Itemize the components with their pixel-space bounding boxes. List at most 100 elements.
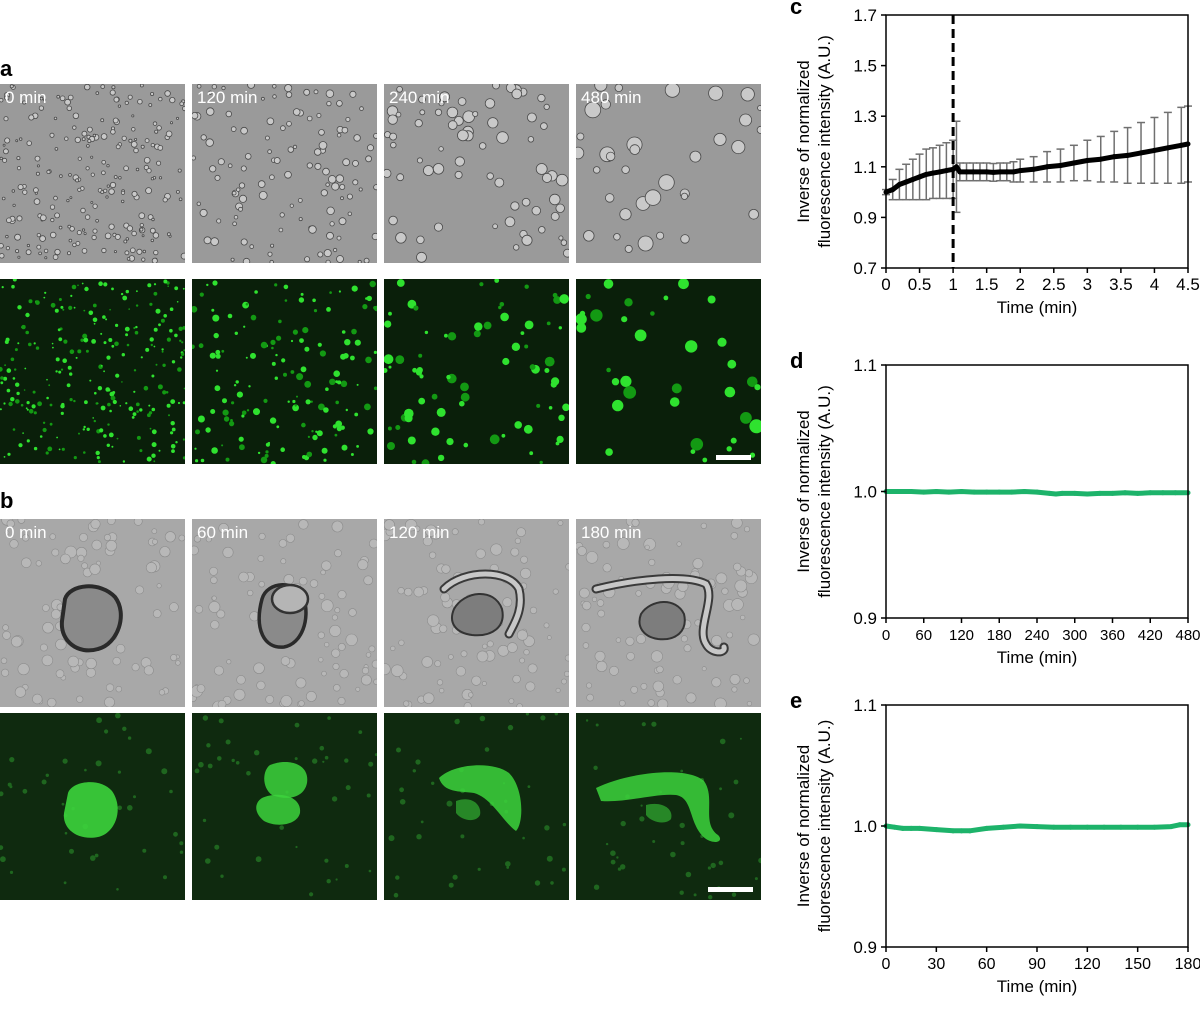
- cell: [115, 685, 123, 693]
- cell: [19, 137, 23, 141]
- fluorescent-spot: [103, 282, 108, 287]
- fluorescent-spot: [620, 864, 626, 870]
- data-point: [1057, 163, 1063, 169]
- fluorescent-spot: [544, 368, 550, 373]
- cell: [324, 641, 330, 648]
- fluorescent-spot: [255, 856, 262, 863]
- cell: [131, 127, 136, 132]
- fluorescent-spot: [221, 444, 224, 447]
- fluorescent-spot: [46, 396, 49, 400]
- cell: [332, 663, 340, 671]
- cell-fluorescence: [596, 772, 721, 842]
- fluorescent-spot: [212, 314, 220, 322]
- fluorescent-spot: [419, 374, 424, 379]
- cell: [90, 155, 94, 159]
- cell: [504, 216, 516, 228]
- fluorescent-spot: [54, 308, 59, 313]
- fluorescent-spot: [499, 302, 505, 307]
- plot-frame: [885, 14, 1189, 269]
- fluorescent-spot: [325, 387, 329, 391]
- cell: [32, 693, 43, 705]
- fluorescent-spot: [83, 451, 86, 454]
- cell: [146, 168, 152, 174]
- cell: [744, 526, 751, 533]
- fluorescent-spot: [290, 370, 295, 374]
- cell: [261, 96, 265, 101]
- fluorescent-spot: [304, 346, 310, 352]
- fluorescent-spot: [296, 395, 298, 398]
- cell: [17, 519, 26, 524]
- cell-image: [0, 713, 184, 891]
- cell: [701, 666, 707, 672]
- cell: [175, 660, 181, 666]
- cell: [318, 657, 324, 663]
- cell: [33, 187, 39, 193]
- fluorescent-spot: [384, 368, 388, 373]
- data-point: [910, 176, 916, 182]
- cell: [331, 648, 341, 658]
- y-tick-label: 1.1: [853, 356, 877, 375]
- fluorescent-spot: [161, 350, 164, 353]
- fluorescent-spot: [3, 402, 6, 405]
- cell: [133, 519, 143, 526]
- fluorescent-spot: [227, 313, 233, 319]
- cell: [384, 168, 392, 178]
- cell: [125, 237, 129, 241]
- cell: [151, 217, 155, 222]
- fluorescent-spot: [283, 284, 289, 290]
- cell: [416, 235, 425, 244]
- fluorescent-spot: [23, 389, 26, 391]
- cell: [541, 172, 552, 183]
- fluorescent-spot: [479, 282, 484, 287]
- fluorescent-spot: [407, 436, 416, 445]
- fluorescent-spot: [117, 805, 122, 811]
- fluorescent-spot: [345, 785, 351, 791]
- fluorescent-spot: [529, 364, 536, 370]
- cell: [345, 117, 351, 123]
- fluorescent-spot: [505, 861, 511, 867]
- fluorescent-spot: [652, 840, 656, 843]
- fluorescent-spot: [257, 451, 261, 455]
- cell: [143, 665, 154, 676]
- cell: [69, 196, 73, 199]
- cell: [614, 84, 623, 92]
- data-point: [1017, 168, 1023, 174]
- cell: [162, 197, 168, 203]
- data-point: [1172, 490, 1178, 496]
- fluorescent-spot: [326, 307, 331, 312]
- data-point: [953, 164, 959, 170]
- y-tick-label: 1.0: [853, 483, 877, 502]
- cell: [359, 106, 364, 111]
- cell: [75, 178, 80, 183]
- cell: [550, 211, 560, 221]
- cell: [326, 100, 332, 107]
- cell: [337, 590, 347, 600]
- fluorescent-spot: [133, 390, 136, 393]
- cell: [597, 609, 606, 618]
- fluorescent-spot: [292, 399, 296, 404]
- fluorescent-spot: [206, 283, 209, 287]
- fluorescent-spot: [550, 881, 554, 885]
- cell: [50, 231, 57, 239]
- cell: [535, 163, 548, 175]
- fluorescent-spot: [25, 330, 30, 335]
- x-tick-label: 1: [948, 275, 957, 294]
- fluorescent-spot: [312, 434, 318, 441]
- cell: [531, 205, 542, 216]
- cell: [256, 680, 266, 690]
- cell: [232, 221, 237, 227]
- fluorescent-spot: [31, 404, 36, 409]
- fluorescent-spot: [83, 309, 86, 312]
- fluorescent-spot: [501, 433, 506, 438]
- fluorescent-spot: [222, 398, 227, 404]
- fluorescent-spot: [678, 279, 689, 290]
- cell: [280, 125, 286, 131]
- fluorescent-spot: [68, 305, 73, 310]
- fluorescent-spot: [321, 447, 328, 454]
- fluorescent-spot: [105, 387, 110, 392]
- cell: [26, 243, 30, 248]
- cell: [621, 165, 630, 174]
- cell: [527, 663, 538, 674]
- fluorescent-spot: [271, 346, 274, 350]
- fluorescent-spot: [168, 414, 170, 417]
